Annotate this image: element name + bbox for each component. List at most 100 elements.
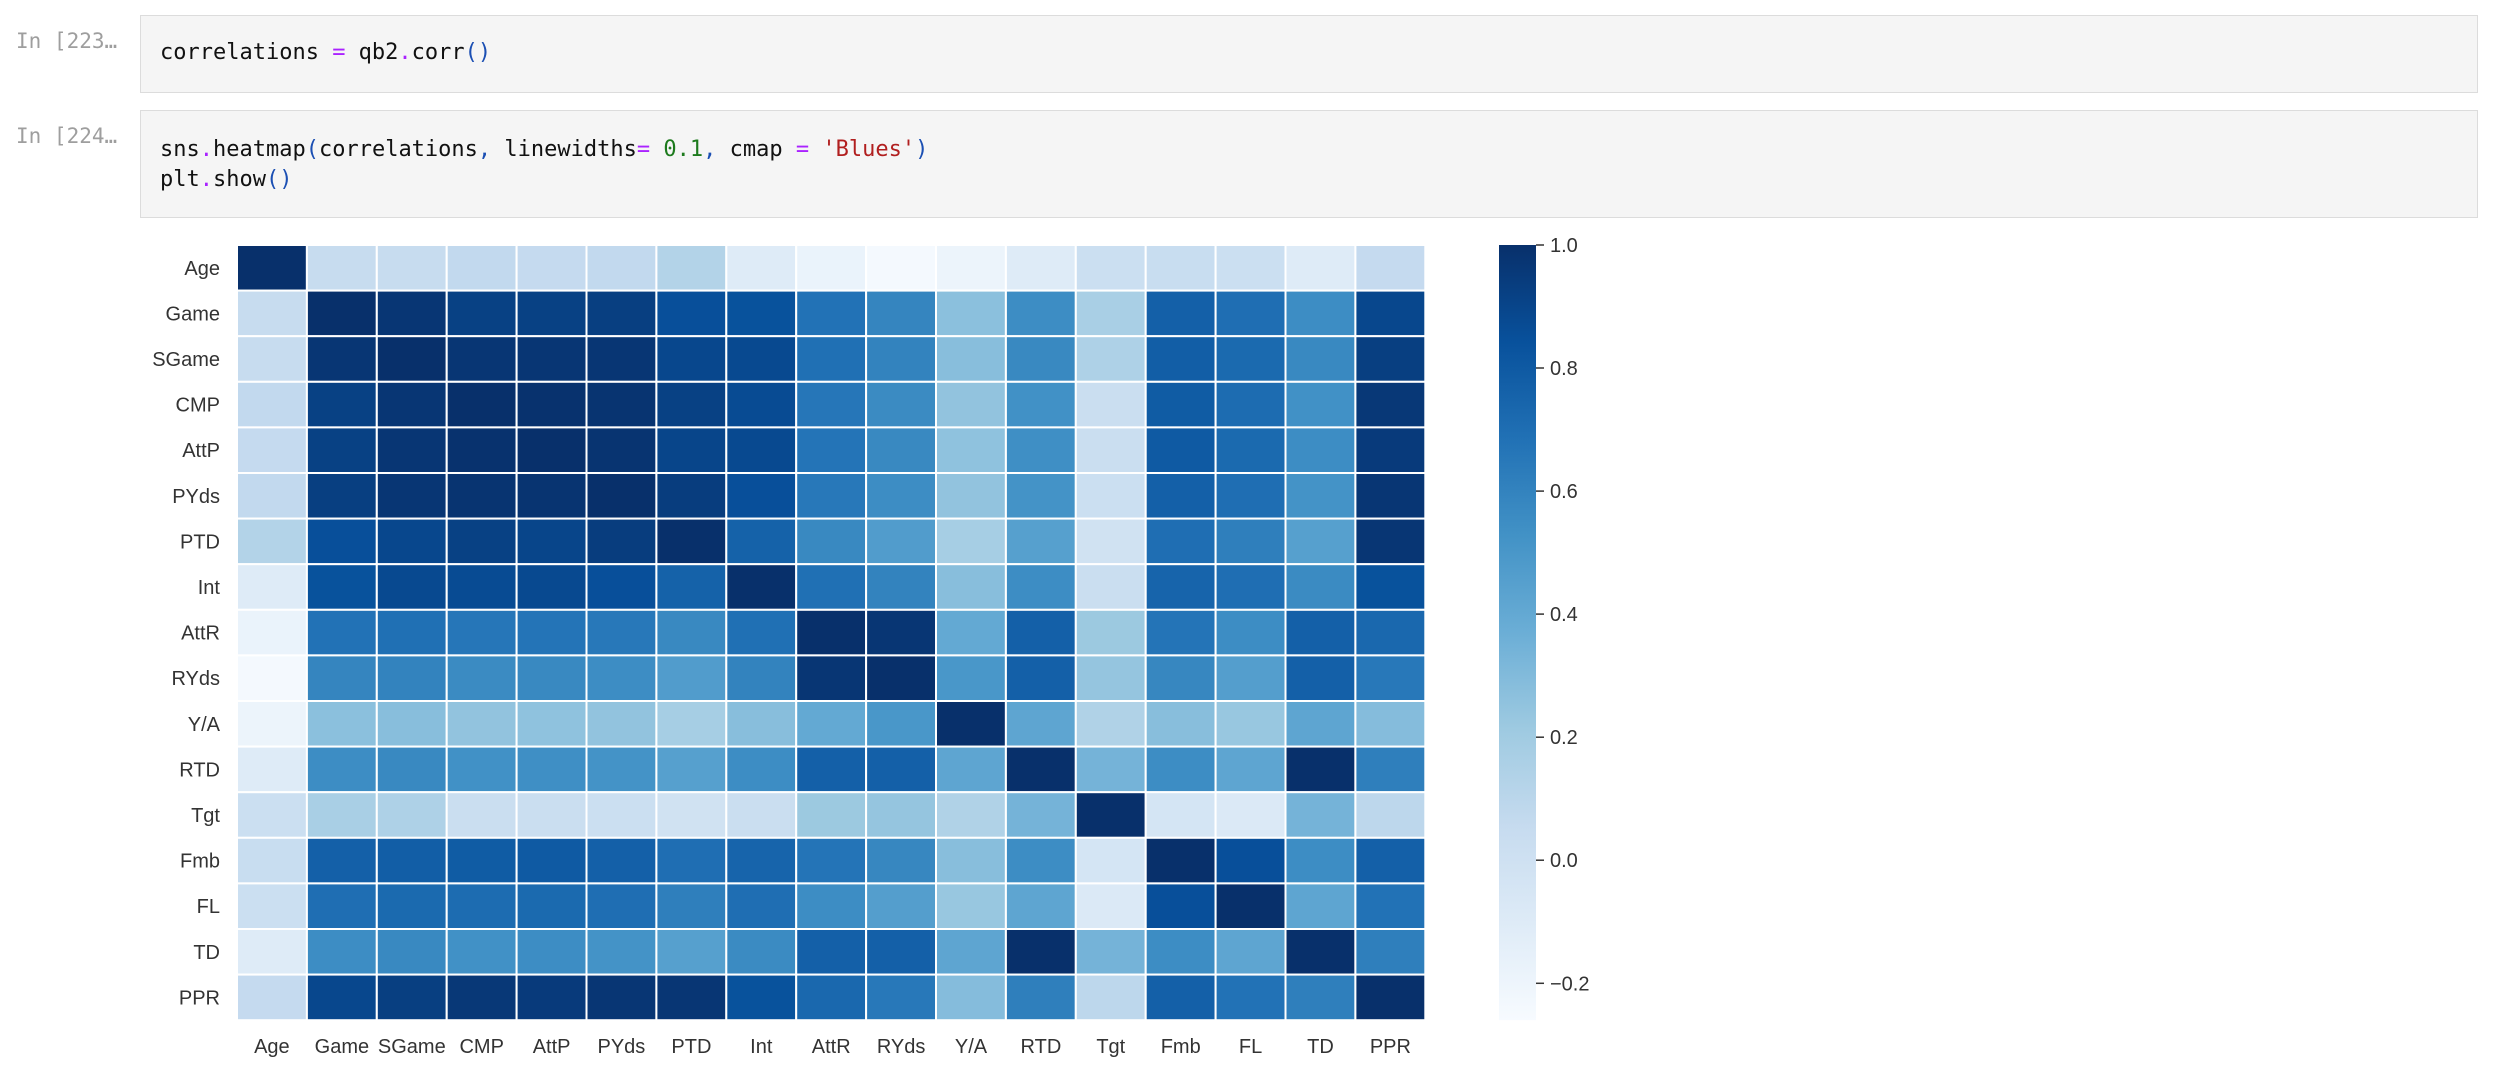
- heatmap-cell: [725, 608, 798, 657]
- code-token: ,: [477, 137, 492, 162]
- heatmap-cell: [865, 472, 937, 520]
- y-tick-label: FL: [197, 896, 220, 918]
- heatmap-cell: [725, 791, 798, 839]
- correlation-heatmap: Age Game SGame CMP AttP PYds PTD Int AttR RYds Y/A…: [152, 235, 1589, 1058]
- heatmap-cell: [1214, 882, 1287, 931]
- heatmap-cell: [305, 928, 378, 976]
- heatmap-cell: [305, 244, 378, 292]
- x-tick-label: SGame: [378, 1036, 446, 1058]
- heatmap-cell: [655, 426, 728, 474]
- heatmap-cell: [236, 836, 308, 885]
- heatmap-cell: [1354, 928, 1427, 976]
- heatmap-cell: [1284, 654, 1357, 702]
- heatmap-cell: [1004, 882, 1077, 931]
- output-figure: Age Game SGame CMP AttP PYds PTD Int AttR RYds Y/A…: [140, 230, 1660, 1070]
- heatmap-cell: [1214, 608, 1287, 657]
- heatmap-cell: [445, 472, 518, 520]
- heatmap-cell: [1004, 745, 1077, 794]
- heatmap-cell: [1144, 928, 1217, 976]
- heatmap-cell: [305, 745, 378, 794]
- heatmap-cell: [585, 700, 658, 748]
- heatmap-cell: [375, 335, 448, 383]
- heatmap-cell: [1284, 426, 1357, 474]
- heatmap-cell: [865, 289, 937, 338]
- heatmap-cell: [236, 517, 308, 566]
- heatmap-cell: [795, 563, 868, 611]
- heatmap-cell: [515, 882, 588, 931]
- notebook-cell-2[interactable]: In [224… sns.heatmap(correlations, linew…: [0, 110, 2500, 218]
- heatmap-cell: [375, 882, 448, 931]
- x-tick-label: Int: [750, 1036, 773, 1058]
- code-input-area[interactable]: correlations = qb2.corr(): [140, 15, 2478, 93]
- code-token: heatmap: [213, 137, 306, 162]
- heatmap-cell: [655, 472, 728, 520]
- heatmap-cell: [445, 563, 518, 611]
- heatmap-cell: [585, 426, 658, 474]
- y-tick-label: Int: [198, 577, 221, 599]
- heatmap-cell: [305, 472, 378, 520]
- heatmap-cell: [1214, 745, 1287, 794]
- heatmap-cell: [1074, 563, 1147, 611]
- heatmap-cell: [585, 608, 658, 657]
- heatmap-cell: [865, 928, 937, 976]
- heatmap-cell: [1284, 700, 1357, 748]
- heatmap-cell: [1214, 973, 1287, 1022]
- heatmap-cell: [655, 928, 728, 976]
- heatmap-cell: [1074, 700, 1147, 748]
- heatmap-cell: [1004, 426, 1077, 474]
- heatmap-cell: [655, 973, 728, 1022]
- heatmap-cell: [236, 700, 308, 748]
- heatmap-cell: [305, 654, 378, 702]
- heatmap-cell: [305, 882, 378, 931]
- heatmap-cell: [725, 836, 798, 885]
- code-input-area[interactable]: sns.heatmap(correlations, linewidths= 0.…: [140, 110, 2478, 218]
- heatmap-cell: [585, 517, 658, 566]
- heatmap-cell: [865, 791, 937, 839]
- heatmap-cell: [1004, 654, 1077, 702]
- y-tick-label: PYds: [172, 486, 220, 508]
- heatmap-cell: [375, 836, 448, 885]
- x-tick-label: TD: [1307, 1036, 1334, 1058]
- heatmap-cell: [236, 380, 308, 429]
- heatmap-cell: [515, 928, 588, 976]
- code-token: linewidths: [491, 137, 637, 162]
- heatmap-cell: [1214, 836, 1287, 885]
- heatmap-cell: [655, 380, 728, 429]
- heatmap-cell: [445, 836, 518, 885]
- colorbar-tick-label: −0.2: [1550, 973, 1589, 995]
- heatmap-cell: [725, 654, 798, 702]
- code-token: corr: [411, 40, 465, 65]
- heatmap-cell: [725, 426, 798, 474]
- heatmap-cell: [305, 700, 378, 748]
- heatmap-cell: [1354, 973, 1427, 1022]
- y-tick-label: AttR: [181, 623, 220, 645]
- heatmap-cell: [515, 380, 588, 429]
- code-token: plt: [160, 167, 200, 192]
- heatmap-cell: [795, 654, 868, 702]
- heatmap-cell: [305, 289, 378, 338]
- heatmap-cell: [655, 791, 728, 839]
- code-line: plt.show(): [160, 167, 292, 192]
- heatmap-cell: [795, 517, 868, 566]
- heatmap-cell: [305, 426, 378, 474]
- colorbar-tick-label: 0.8: [1550, 358, 1578, 380]
- heatmap-cell: [935, 745, 1007, 794]
- heatmap-cell: [236, 882, 308, 931]
- x-tick-label: AttR: [812, 1036, 851, 1058]
- heatmap-cell: [795, 244, 868, 292]
- heatmap-cell: [1144, 289, 1217, 338]
- heatmap-cell: [1074, 836, 1147, 885]
- heatmap-cell: [725, 380, 798, 429]
- input-prompt: In [224…: [16, 124, 118, 148]
- heatmap-cell: [445, 380, 518, 429]
- heatmap-cell: [655, 244, 728, 292]
- heatmap-cell: [725, 928, 798, 976]
- notebook-cell-1[interactable]: In [223… correlations = qb2.corr(): [0, 15, 2500, 93]
- heatmap-cell: [1214, 654, 1287, 702]
- heatmap-cell: [865, 882, 937, 931]
- heatmap-cell: [1004, 836, 1077, 885]
- y-tick-label: PTD: [180, 531, 220, 553]
- heatmap-cell: [1144, 380, 1217, 429]
- colorbar-ticks: 1.0 0.8 0.6 0.4 0.2 0.0 −0.2: [1536, 235, 1589, 995]
- heatmap-cell: [1144, 563, 1217, 611]
